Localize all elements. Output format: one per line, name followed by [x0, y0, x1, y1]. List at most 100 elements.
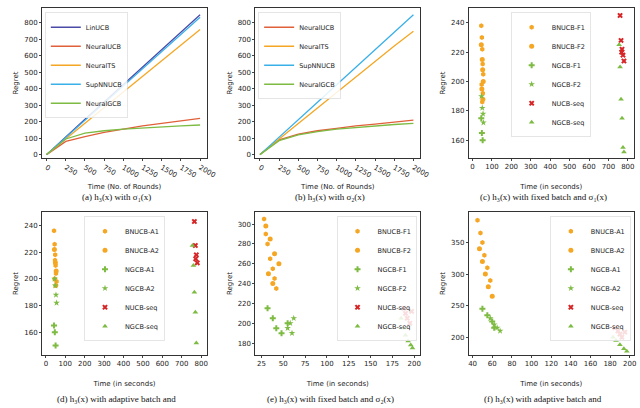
svg-text:300: 300: [97, 360, 110, 368]
svg-text:Time (No. of Rounds): Time (No. of Rounds): [87, 183, 162, 191]
svg-text:800: 800: [238, 19, 251, 27]
svg-text:NGCB-seq: NGCB-seq: [552, 119, 585, 127]
svg-text:400: 400: [544, 163, 557, 171]
svg-text:0: 0: [470, 163, 474, 171]
svg-text:1000: 1000: [121, 164, 140, 180]
svg-text:300: 300: [24, 102, 37, 110]
svg-text:NGCB-seq: NGCB-seq: [125, 323, 158, 331]
svg-text:180: 180: [24, 302, 37, 310]
svg-text:220: 220: [451, 49, 464, 57]
svg-text:200: 200: [24, 275, 37, 283]
svg-text:1250: 1250: [353, 164, 372, 180]
svg-text:200: 200: [505, 163, 518, 171]
svg-text:400: 400: [117, 360, 130, 368]
svg-text:NGCB-A1: NGCB-A1: [125, 266, 155, 274]
svg-text:50: 50: [279, 360, 288, 368]
svg-text:Regret: Regret: [12, 272, 20, 295]
svg-text:0: 0: [257, 164, 265, 173]
svg-text:300: 300: [524, 163, 537, 171]
svg-text:600: 600: [238, 52, 251, 60]
svg-text:120: 120: [544, 360, 557, 368]
svg-text:800: 800: [621, 163, 634, 171]
svg-text:(f) h₃(x) with adaptive batch: (f) h₃(x) with adaptive batch and: [484, 394, 602, 404]
svg-text:500: 500: [296, 164, 312, 178]
svg-text:1250: 1250: [140, 164, 159, 180]
svg-text:NGCB-F1: NGCB-F1: [378, 266, 407, 274]
svg-text:NeuralTS: NeuralTS: [299, 43, 329, 51]
svg-text:BNUCB-F2: BNUCB-F2: [552, 43, 585, 51]
svg-text:100: 100: [24, 135, 37, 143]
svg-text:200: 200: [623, 360, 636, 368]
svg-text:100: 100: [525, 360, 538, 368]
svg-text:Regret: Regret: [226, 71, 234, 94]
svg-text:BNUCB-A2: BNUCB-A2: [591, 247, 625, 255]
svg-text:500: 500: [24, 69, 37, 77]
svg-text:NGCB-A2: NGCB-A2: [591, 285, 621, 293]
svg-text:Time (in seconds): Time (in seconds): [519, 183, 582, 191]
svg-text:NeuralUCB: NeuralUCB: [86, 43, 121, 51]
svg-text:0: 0: [44, 360, 48, 368]
svg-text:150: 150: [364, 360, 377, 368]
svg-text:200: 200: [78, 360, 91, 368]
svg-text:NeuralTS: NeuralTS: [86, 62, 116, 70]
svg-text:1750: 1750: [178, 164, 197, 180]
svg-text:100: 100: [320, 360, 333, 368]
svg-text:NGCB-F1: NGCB-F1: [552, 62, 581, 70]
svg-text:250: 250: [276, 164, 292, 178]
svg-text:180: 180: [603, 360, 616, 368]
svg-text:175: 175: [386, 360, 399, 368]
svg-text:300: 300: [451, 271, 464, 279]
svg-text:160: 160: [451, 137, 464, 145]
svg-text:NeuralGCB: NeuralGCB: [86, 100, 121, 108]
svg-text:NGCB-seq: NGCB-seq: [591, 323, 624, 331]
svg-text:100: 100: [485, 163, 498, 171]
svg-text:300: 300: [238, 221, 251, 229]
svg-text:BNUCB-A1: BNUCB-A1: [591, 228, 625, 236]
svg-text:(d) h₃(x) with adaptive batch: (d) h₃(x) with adaptive batch and: [57, 394, 176, 404]
svg-text:500: 500: [238, 69, 251, 77]
svg-text:80: 80: [507, 360, 516, 368]
svg-text:125: 125: [342, 360, 355, 368]
svg-text:(a) h₃(x) with σ₁(x): (a) h₃(x) with σ₁(x): [82, 192, 151, 202]
svg-text:100: 100: [238, 135, 251, 143]
svg-text:200: 200: [238, 118, 251, 126]
svg-text:140: 140: [564, 360, 577, 368]
svg-text:Time (No. of Rounds): Time (No. of Rounds): [300, 183, 375, 191]
svg-text:(c) h₃(x) with fixed batch and: (c) h₃(x) with fixed batch and σ₁(x): [480, 192, 607, 202]
svg-text:SupNNUCB: SupNNUCB: [299, 62, 335, 70]
svg-text:BNUCB-A2: BNUCB-A2: [125, 247, 159, 255]
svg-text:Regret: Regret: [12, 71, 20, 94]
svg-text:BNUCB-F1: BNUCB-F1: [552, 24, 585, 32]
svg-text:Regret: Regret: [226, 272, 234, 295]
svg-text:0: 0: [247, 151, 251, 159]
svg-text:2000: 2000: [411, 164, 430, 180]
svg-text:BNUCB-A1: BNUCB-A1: [125, 228, 159, 236]
svg-text:240: 240: [451, 19, 464, 27]
svg-text:NeuralGCB: NeuralGCB: [299, 81, 334, 89]
svg-text:(b) h₃(x) with σ₂(x): (b) h₃(x) with σ₂(x): [295, 192, 365, 202]
svg-text:Time (in seconds): Time (in seconds): [92, 380, 155, 388]
svg-text:400: 400: [238, 85, 251, 93]
svg-text:NUCB-seq: NUCB-seq: [591, 304, 623, 312]
svg-text:800: 800: [194, 360, 207, 368]
svg-text:200: 200: [238, 320, 251, 328]
svg-text:220: 220: [238, 300, 251, 308]
svg-text:1750: 1750: [391, 164, 410, 180]
svg-text:NGCB-A1: NGCB-A1: [591, 266, 621, 274]
svg-text:600: 600: [582, 163, 595, 171]
svg-text:700: 700: [602, 163, 615, 171]
svg-text:200: 200: [24, 118, 37, 126]
svg-text:NGCB-F2: NGCB-F2: [552, 81, 581, 89]
svg-text:260: 260: [238, 260, 251, 268]
svg-text:700: 700: [24, 36, 37, 44]
svg-text:750: 750: [315, 164, 331, 178]
svg-text:180: 180: [238, 340, 251, 348]
svg-text:750: 750: [101, 164, 117, 178]
svg-text:300: 300: [238, 102, 251, 110]
svg-text:NGCB-seq: NGCB-seq: [378, 323, 411, 331]
svg-text:NUCB-seq: NUCB-seq: [378, 304, 410, 312]
svg-text:Regret: Regret: [439, 71, 447, 94]
svg-text:700: 700: [175, 360, 188, 368]
svg-text:NeuralUCB: NeuralUCB: [299, 24, 334, 32]
svg-text:250: 250: [451, 302, 464, 310]
